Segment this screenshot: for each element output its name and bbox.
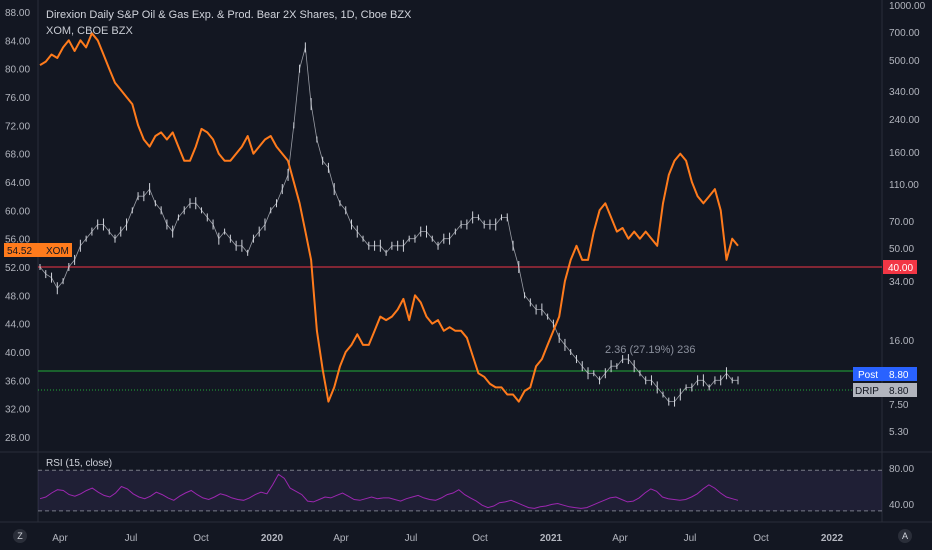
x-axis-tick: Jul bbox=[405, 533, 418, 544]
left-axis-tick: 32.00 bbox=[5, 405, 30, 416]
right-axis-tick: 110.00 bbox=[889, 180, 919, 191]
measure-annotation: 2.36 (27.19%) 236 bbox=[605, 344, 696, 356]
xom-series bbox=[39, 32, 739, 403]
x-axis-tick: Apr bbox=[333, 533, 349, 544]
drip-series bbox=[39, 47, 738, 402]
right-axis-tick: 1000.00 bbox=[889, 1, 926, 12]
right-axis-tick: 7.50 bbox=[889, 400, 909, 411]
left-axis-tick: 44.00 bbox=[5, 320, 30, 331]
right-axis-tick: 700.00 bbox=[889, 28, 920, 39]
legend-compare: XOM, CBOE BZX bbox=[46, 25, 133, 37]
x-axis-tick: Apr bbox=[52, 533, 68, 544]
right-axis-tick: 340.00 bbox=[889, 87, 920, 98]
left-axis-tick: 28.00 bbox=[5, 433, 30, 444]
post-label: Post bbox=[858, 370, 878, 381]
left-axis-tick: 48.00 bbox=[5, 291, 30, 302]
post-label-badge bbox=[853, 367, 883, 381]
drip-label-badge bbox=[853, 383, 883, 397]
x-axis-tick: Jul bbox=[684, 533, 697, 544]
right-axis-tick: 500.00 bbox=[889, 56, 920, 67]
drip-value-badge bbox=[883, 383, 917, 397]
xom-badge-value: 54.52 bbox=[7, 246, 32, 257]
x-axis-tick: 2022 bbox=[821, 533, 844, 544]
left-axis-tick: 52.00 bbox=[5, 263, 30, 274]
left-axis-tick: 36.00 bbox=[5, 376, 30, 387]
rsi-axis-tick: 40.00 bbox=[889, 500, 914, 511]
alert-badge bbox=[883, 260, 917, 274]
left-axis-tick: 64.00 bbox=[5, 178, 30, 189]
x-axis-tick: Oct bbox=[753, 533, 769, 544]
x-axis-tick: Oct bbox=[472, 533, 488, 544]
left-axis-tick: 76.00 bbox=[5, 93, 30, 104]
legend-title: Direxion Daily S&P Oil & Gas Exp. & Prod… bbox=[46, 9, 412, 21]
post-value: 8.80 bbox=[889, 370, 909, 381]
left-axis-tick: 80.00 bbox=[5, 65, 30, 76]
right-axis-tick: 34.00 bbox=[889, 277, 914, 288]
rsi-axis-tick: 80.00 bbox=[889, 464, 914, 475]
auto-scale-a-button[interactable]: A bbox=[898, 529, 912, 543]
left-axis-tick: 40.00 bbox=[5, 348, 30, 359]
right-axis-tick: 5.30 bbox=[889, 427, 909, 438]
alert-badge-value: 40.00 bbox=[888, 263, 913, 274]
x-axis-tick: Apr bbox=[612, 533, 628, 544]
legend: Direxion Daily S&P Oil & Gas Exp. & Prod… bbox=[46, 7, 411, 39]
left-axis-tick: 84.00 bbox=[5, 36, 30, 47]
right-axis-tick: 50.00 bbox=[889, 244, 914, 255]
left-axis-tick: 60.00 bbox=[5, 206, 30, 217]
left-axis-tick: 72.00 bbox=[5, 121, 30, 132]
timezone-z-button[interactable]: Z bbox=[13, 529, 27, 543]
x-axis-tick: Jul bbox=[125, 533, 138, 544]
rsi-series bbox=[39, 473, 739, 509]
xom-badge bbox=[4, 243, 72, 257]
post-value-badge bbox=[883, 367, 917, 381]
right-axis-tick: 160.00 bbox=[889, 148, 920, 159]
left-axis-tick: 56.00 bbox=[5, 235, 30, 246]
drip-value: 8.80 bbox=[889, 386, 909, 397]
left-axis-tick: 88.00 bbox=[5, 8, 30, 19]
left-axis-tick: 68.00 bbox=[5, 150, 30, 161]
xom-badge-name: XOM bbox=[46, 246, 69, 257]
right-axis-tick: 240.00 bbox=[889, 115, 920, 126]
right-axis-tick: 70.00 bbox=[889, 217, 914, 228]
x-axis-tick: 2020 bbox=[261, 533, 284, 544]
right-axis-tick: 16.00 bbox=[889, 336, 914, 347]
x-axis-tick: Oct bbox=[193, 533, 209, 544]
drip-label: DRIP bbox=[855, 386, 879, 397]
rsi-label: RSI (15, close) bbox=[46, 458, 113, 469]
x-axis-tick: 2021 bbox=[540, 533, 563, 544]
